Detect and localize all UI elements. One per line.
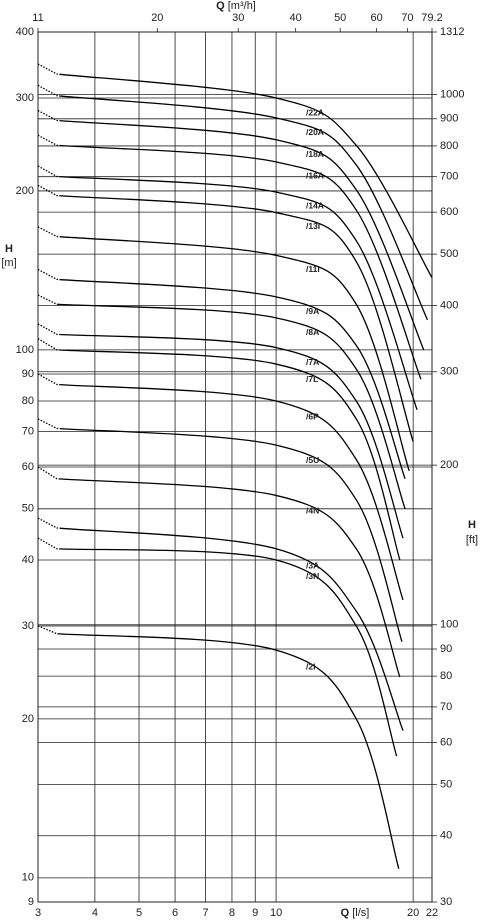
x2-tick-label: 20	[151, 12, 163, 24]
y2-tick-label: 30	[440, 896, 452, 908]
y-tick-label: 100	[16, 344, 34, 356]
curve-label: /7A	[306, 357, 319, 367]
y2-axis-label: H	[468, 519, 476, 531]
y2-tick-label: 700	[440, 171, 458, 183]
x-axis-unit: [l/s]	[352, 907, 369, 919]
y2-tick-label: 1000	[440, 88, 464, 100]
x2-tick-label: 79.2	[421, 12, 442, 24]
curve-label: /2I	[306, 662, 315, 672]
x2-tick-label: 70	[401, 12, 413, 24]
y2-tick-label: 40	[440, 830, 452, 842]
x-tick-label: 4	[92, 907, 98, 919]
curve-label: /20A	[306, 127, 324, 137]
pump-curve	[37, 338, 401, 561]
pump-curve	[37, 165, 418, 411]
y-tick-label: 20	[22, 713, 34, 725]
x2-tick-label: 50	[334, 12, 346, 24]
x-tick-label: 22	[426, 907, 438, 919]
x-axis-title: Q [l/s]	[341, 907, 370, 919]
y-tick-label: 10	[22, 872, 34, 884]
curve-label: /22A	[306, 107, 324, 117]
pump-curve	[37, 268, 406, 479]
curve-label: /13I	[306, 221, 320, 231]
x-tick-label: 20	[407, 907, 419, 919]
y-tick-label: 60	[22, 461, 34, 473]
pump-curve	[37, 537, 398, 757]
y-tick-label: 9	[28, 896, 34, 908]
y2-tick-label: 70	[440, 701, 452, 713]
pump-curve	[37, 323, 404, 539]
x-axis-label: Q	[341, 907, 350, 919]
curve-label: /18A	[306, 149, 324, 159]
x-tick-label: 7	[202, 907, 208, 919]
curve-label: /7L	[306, 374, 318, 384]
y2-tick-label: 500	[440, 248, 458, 260]
pump-curve	[37, 517, 404, 731]
pump-curve	[37, 625, 400, 870]
y2-tick-label: 60	[440, 736, 452, 748]
y-tick-label: 70	[22, 426, 34, 438]
x2-tick-label: 60	[370, 12, 382, 24]
y2-tick-label: 100	[440, 619, 458, 631]
curve-label: /4N	[306, 505, 319, 515]
y2-axis-unit: [ft]	[466, 534, 478, 546]
curve-label: /6P	[306, 411, 319, 421]
x2-axis-title: Q [m³/h]	[216, 0, 256, 12]
pump-curve	[37, 418, 403, 642]
x-tick-label: 9	[252, 907, 258, 919]
x2-tick-label: 40	[290, 12, 302, 24]
x-tick-label: 10	[270, 907, 282, 919]
pump-curve	[37, 109, 425, 351]
y-tick-label: 400	[16, 26, 34, 38]
y2-tick-label: 90	[440, 643, 452, 655]
x-tick-label: 6	[172, 907, 178, 919]
y2-tick-label: 80	[440, 670, 452, 682]
pump-curve	[37, 226, 410, 472]
curve-label: /3A	[306, 560, 319, 570]
pump-curve	[37, 63, 433, 279]
pump-curve	[37, 466, 401, 678]
pump-curve	[37, 84, 429, 321]
pump-curve	[37, 294, 406, 510]
x-tick-label: 3	[35, 907, 41, 919]
curve-label: /9A	[306, 306, 319, 316]
curve-label: /11I	[306, 264, 320, 274]
curve-label: /14A	[306, 201, 324, 211]
y-tick-label: 300	[16, 92, 34, 104]
x2-axis-label: Q	[216, 0, 225, 12]
y2-tick-label: 900	[440, 113, 458, 125]
y-tick-label: 90	[22, 368, 34, 380]
y2-tick-label: 50	[440, 778, 452, 790]
y2-tick-label: 300	[440, 366, 458, 378]
y2-tick-label: 200	[440, 459, 458, 471]
y-axis-label: H	[5, 243, 13, 255]
curve-label: /5U	[306, 455, 319, 465]
y-tick-label: 50	[22, 503, 34, 515]
pump-curve	[37, 373, 404, 601]
curve-label: /3N	[306, 571, 319, 581]
pump-curve	[37, 134, 422, 380]
x2-axis-unit: [m³/h]	[228, 0, 256, 12]
y-tick-label: 200	[16, 185, 34, 197]
y-tick-label: 30	[22, 620, 34, 632]
x2-tick-label: 30	[232, 12, 244, 24]
x-tick-label: 8	[229, 907, 235, 919]
x2-tick-label: 11	[32, 12, 43, 24]
y-tick-label: 80	[22, 395, 34, 407]
curve-label: /16A	[306, 171, 324, 181]
y2-tick-label: 400	[440, 299, 458, 311]
x-tick-label: 5	[136, 907, 142, 919]
y-axis-unit: [m]	[1, 257, 16, 269]
y2-tick-label: 800	[440, 140, 458, 152]
curve-label: /8A	[306, 327, 319, 337]
pump-curve	[37, 184, 414, 442]
y2-tick-label: 1312	[440, 26, 464, 38]
y-tick-label: 40	[22, 554, 34, 566]
y2-tick-label: 600	[440, 206, 458, 218]
